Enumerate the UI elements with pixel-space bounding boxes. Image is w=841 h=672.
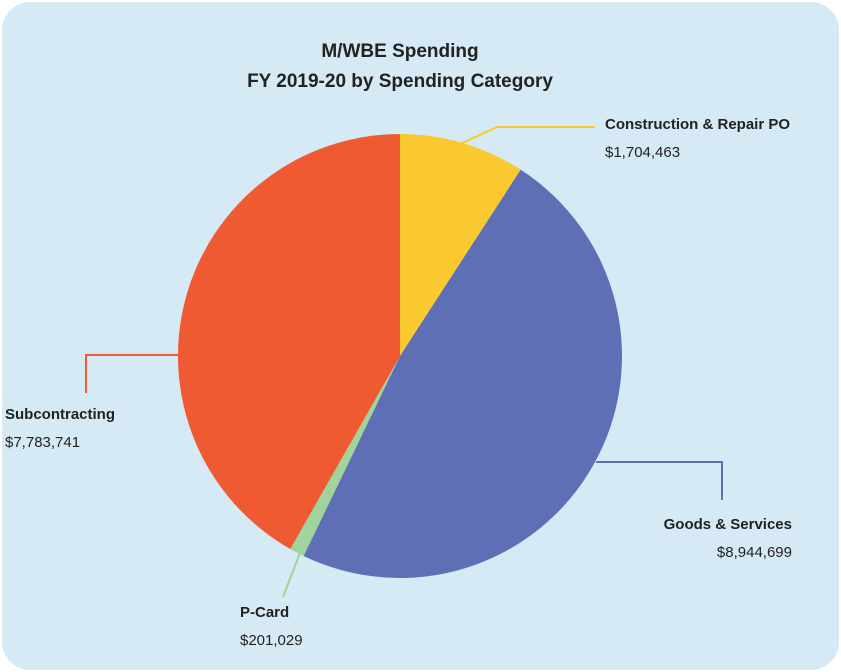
slice-value: $8,944,699 bbox=[717, 544, 792, 561]
leader-line bbox=[282, 552, 301, 598]
slice-label: P-Card bbox=[240, 604, 289, 621]
pie-slice bbox=[290, 356, 400, 556]
slice-label: Goods & Services bbox=[664, 516, 792, 533]
leader-line bbox=[596, 461, 723, 500]
chart-subtitle: FY 2019-20 by Spending Category bbox=[247, 71, 553, 92]
leader-line bbox=[457, 126, 595, 146]
chart-title: M/WBE Spending bbox=[321, 41, 478, 62]
slice-label: Construction & Repair PO bbox=[605, 116, 790, 133]
pie-slice bbox=[400, 134, 521, 356]
slice-value: $7,783,741 bbox=[5, 434, 80, 451]
pie-slice bbox=[303, 169, 622, 578]
leader-line bbox=[85, 354, 180, 393]
slice-label: Subcontracting bbox=[5, 406, 115, 423]
slice-value: $201,029 bbox=[240, 632, 303, 649]
pie-slice bbox=[178, 134, 400, 549]
slice-value: $1,704,463 bbox=[605, 144, 680, 161]
